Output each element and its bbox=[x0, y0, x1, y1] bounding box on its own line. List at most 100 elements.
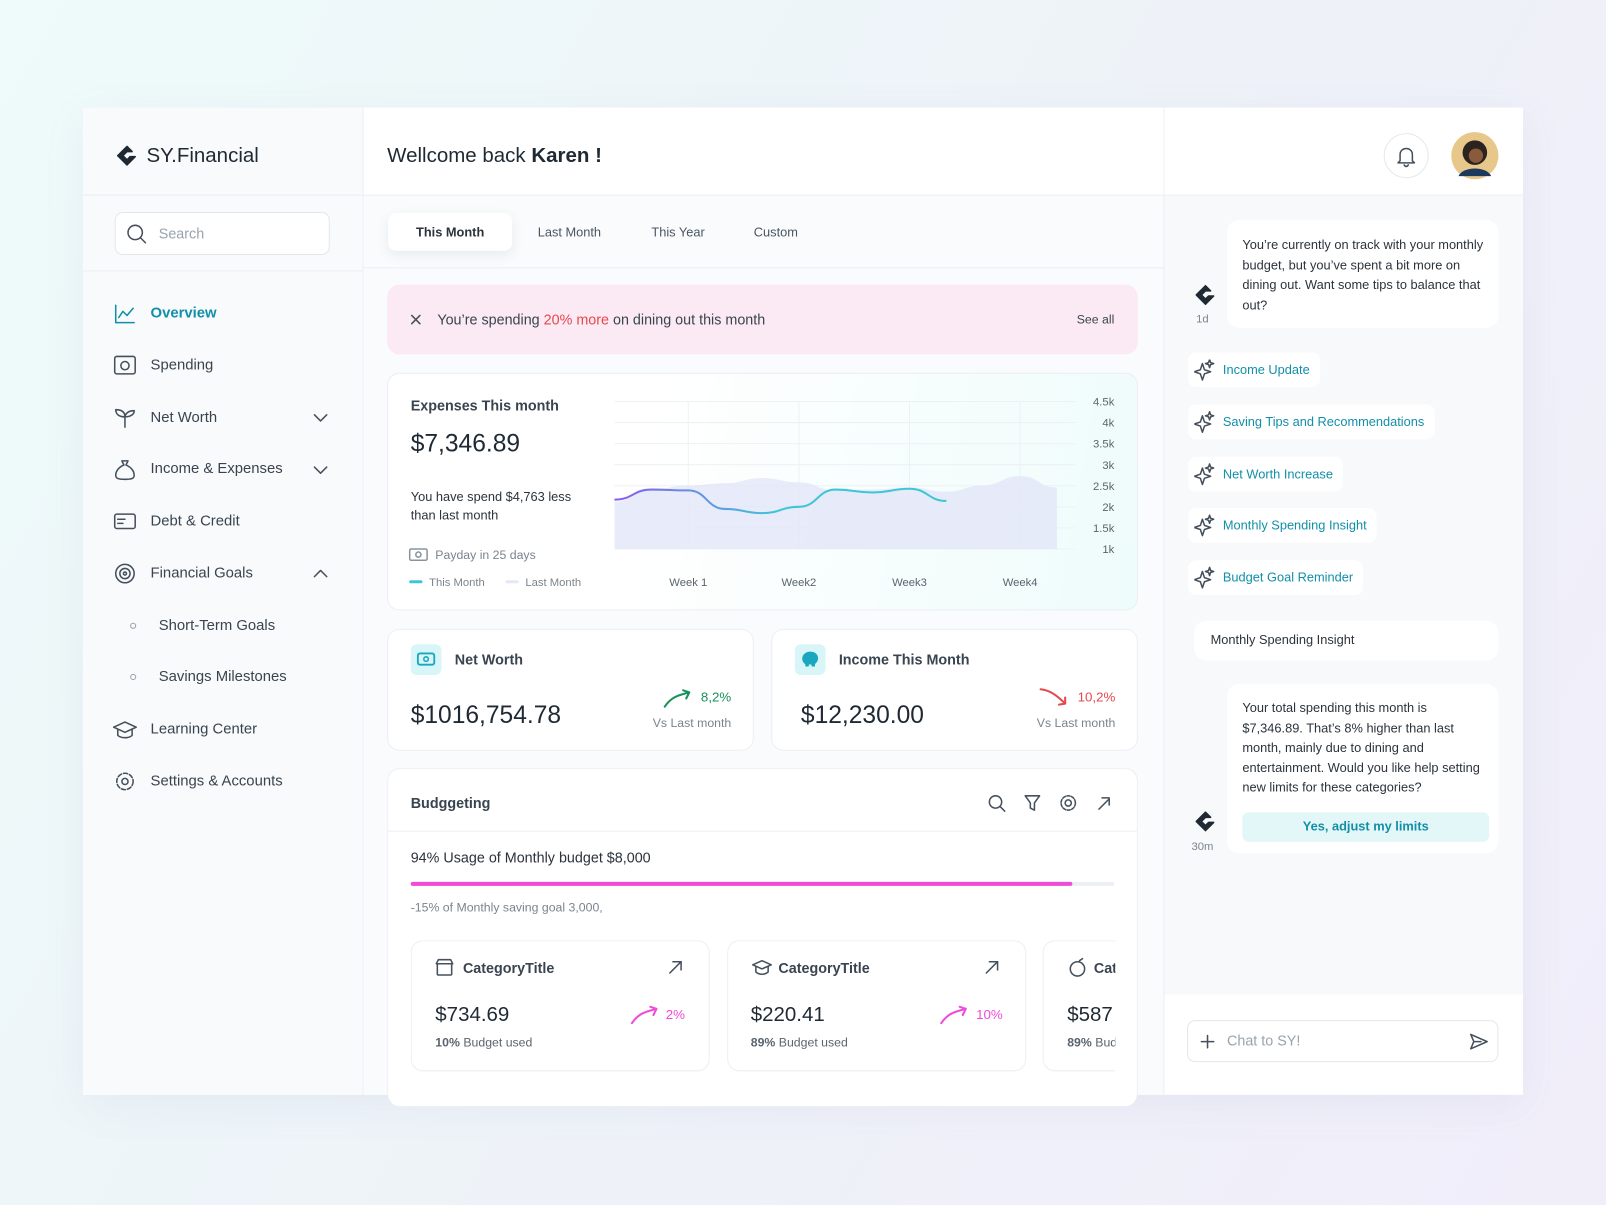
nav-icon bbox=[114, 563, 135, 584]
metric-card bbox=[771, 628, 1138, 751]
legend-label: This Month bbox=[429, 577, 485, 589]
divider bbox=[363, 267, 1164, 269]
category-card[interactable] bbox=[410, 940, 710, 1072]
chat-panel bbox=[1164, 195, 1523, 995]
close-icon[interactable] bbox=[410, 313, 422, 325]
budget-tools[interactable] bbox=[986, 793, 1117, 816]
category-change: 2% bbox=[665, 1006, 685, 1023]
search-box[interactable] bbox=[114, 212, 330, 256]
area bbox=[614, 476, 1057, 549]
payday: Payday in 25 days bbox=[435, 547, 536, 563]
nav-item[interactable]: Net Worth bbox=[150, 409, 218, 427]
trend-up bbox=[663, 689, 691, 708]
category-change: 10% bbox=[976, 1006, 1003, 1023]
category-amount: $220.41 bbox=[750, 1003, 825, 1027]
nav-item[interactable]: Debt & Credit bbox=[150, 513, 240, 530]
y-tick-label: 2.5k bbox=[1093, 481, 1115, 493]
tab[interactable]: This Year bbox=[651, 225, 705, 240]
category-title: CategoryTitle bbox=[1093, 959, 1116, 977]
money-icon bbox=[416, 652, 436, 666]
category-amount: $734.69 bbox=[435, 1003, 510, 1027]
nav-subitem[interactable]: Short-Term Goals bbox=[158, 617, 276, 634]
nav-item[interactable]: Settings & Accounts bbox=[150, 773, 283, 790]
user-message: Monthly Spending Insight bbox=[1194, 620, 1499, 661]
y-tick-label: 3k bbox=[1102, 460, 1114, 472]
tab[interactable]: Custom bbox=[753, 225, 798, 240]
expenses-amount: $7,346.89 bbox=[410, 430, 521, 458]
trend-down bbox=[1039, 688, 1067, 706]
expenses-title: Expenses This month bbox=[410, 397, 559, 414]
metric-amount: $12,230.00 bbox=[800, 701, 924, 730]
suggestion[interactable]: Saving Tips and Recommendations bbox=[1188, 404, 1435, 440]
metric-title: Net Worth bbox=[454, 651, 523, 668]
alert bbox=[387, 284, 1138, 355]
logo bbox=[117, 145, 136, 166]
chevron bbox=[313, 569, 328, 578]
plus-icon[interactable] bbox=[1199, 1033, 1215, 1049]
expenses-chart: 1k 1.5k 2k 2.5k 3k 3.5k 4k 4.5k Week 1 Week2 Week3… bbox=[409, 397, 1115, 589]
avatar[interactable] bbox=[1450, 131, 1499, 180]
sparkle-icons bbox=[1194, 359, 1215, 589]
nav-item[interactable]: Income & Expenses bbox=[150, 460, 283, 478]
budget-usage: 94% Usage of Monthly budget $8,000 bbox=[410, 849, 651, 866]
used-label: Budget used bbox=[1095, 1035, 1116, 1050]
used-percent: 89% bbox=[1067, 1035, 1092, 1050]
nav-item[interactable]: Overview bbox=[150, 305, 217, 322]
piggy-icon bbox=[802, 651, 819, 667]
suggestion[interactable]: Monthly Spending Insight bbox=[1188, 508, 1377, 543]
sidebar bbox=[82, 107, 364, 1095]
nav-icon bbox=[114, 408, 135, 428]
tab[interactable]: Last Month bbox=[537, 225, 602, 240]
y-tick-label: 4.5k bbox=[1093, 397, 1115, 409]
used-label: Budget used bbox=[463, 1035, 533, 1050]
nav-item[interactable]: Financial Goals bbox=[150, 565, 253, 582]
payday-icon bbox=[408, 548, 428, 562]
divider bbox=[388, 830, 1137, 832]
message-time: 1d bbox=[1196, 313, 1209, 326]
alert-action[interactable]: See all bbox=[1076, 312, 1115, 327]
open-icon[interactable] bbox=[984, 960, 1000, 976]
category-icon bbox=[435, 958, 454, 976]
reply-action[interactable]: Yes, adjust my limits bbox=[1242, 812, 1490, 842]
suggestion[interactable]: Net Worth Increase bbox=[1188, 456, 1344, 492]
progress-bar bbox=[410, 881, 1073, 886]
category-used: 89% Budget used bbox=[751, 1032, 848, 1052]
used-label: Budget used bbox=[778, 1035, 848, 1050]
alert-highlight: 20% more bbox=[543, 311, 609, 328]
alert-prefix: You’re spending bbox=[437, 311, 540, 328]
tab[interactable]: This Month bbox=[416, 225, 485, 240]
metric-title: Income This Month bbox=[838, 651, 970, 668]
divider bbox=[82, 270, 363, 272]
suggestion[interactable]: Income Update bbox=[1188, 352, 1320, 388]
category-card[interactable] bbox=[727, 940, 1027, 1072]
notifications[interactable] bbox=[1383, 133, 1429, 179]
nav-item[interactable]: Learning Center bbox=[150, 721, 258, 738]
message-time: 30m bbox=[1191, 840, 1214, 854]
metric-icon-bg bbox=[410, 644, 442, 675]
greeting: Wellcome back Karen ! bbox=[387, 143, 602, 168]
divider bbox=[82, 194, 1523, 196]
open-icon[interactable] bbox=[668, 960, 684, 976]
line bbox=[614, 487, 947, 515]
nav-icon bbox=[112, 721, 137, 739]
nav-subitem[interactable]: Savings Milestones bbox=[158, 668, 287, 686]
legend-label: Last Month bbox=[525, 577, 581, 589]
bullet bbox=[130, 622, 137, 629]
nav-icon bbox=[113, 513, 136, 530]
nav-item[interactable]: Spending bbox=[150, 357, 214, 374]
search-icon bbox=[127, 224, 147, 244]
metric-compare: Vs Last month bbox=[652, 715, 732, 731]
nav-icon bbox=[114, 460, 135, 481]
used-percent: 89% bbox=[750, 1035, 776, 1050]
send-icon[interactable] bbox=[1469, 1032, 1489, 1050]
category-row: CategoryTitle $734.69 2% 10% Budget used… bbox=[410, 940, 1116, 1095]
divider bbox=[1163, 107, 1165, 1095]
category-used: 89% Budget used bbox=[1067, 1032, 1115, 1052]
suggestion[interactable]: Budget Goal Reminder bbox=[1188, 560, 1364, 596]
y-tick-label: 4k bbox=[1102, 418, 1114, 430]
category-title: CategoryTitle bbox=[778, 959, 870, 977]
metric-card bbox=[387, 628, 754, 751]
chat-input[interactable] bbox=[1187, 1020, 1499, 1063]
